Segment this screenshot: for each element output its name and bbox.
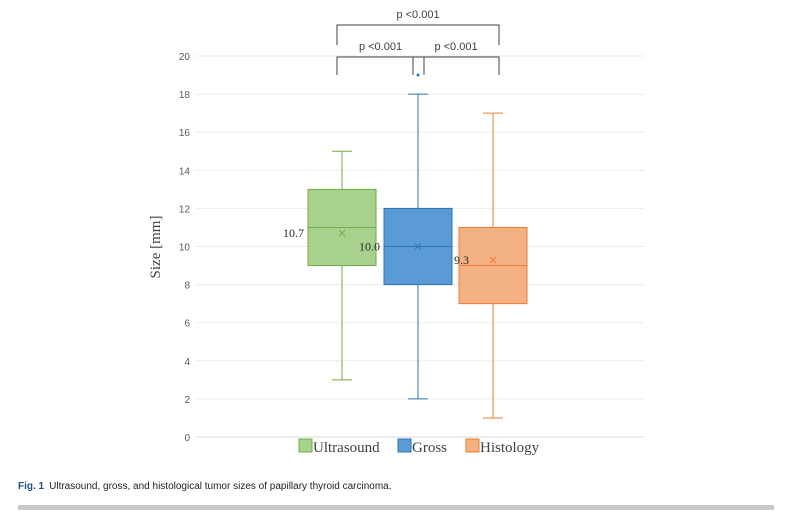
y-tick-label: 12 [179,204,191,215]
y-tick-label: 10 [179,243,191,254]
y-tick-label: 2 [184,395,190,406]
legend-label: Histology [480,440,540,456]
mean-label: 10.0 [359,240,380,254]
caption-text: Ultrasound, gross, and histological tumo… [49,481,392,492]
significance-brackets: p <0.001 p <0.001 p <0.001 [336,9,500,75]
y-tick-label: 0 [184,433,190,444]
y-tick-label: 6 [184,319,190,330]
mean-label: 9.3 [454,253,469,267]
box-gross: 10.0 [359,73,453,400]
y-tick-label: 16 [179,128,191,139]
p-value-label: p <0.001 [434,41,477,53]
p-value-label: p <0.001 [396,9,439,21]
y-tick-label: 20 [179,52,191,63]
mean-label: 10.7 [283,226,304,240]
bracket [412,56,500,75]
p-value-label: p <0.001 [359,41,402,53]
legend-label: Ultrasound [313,440,380,456]
y-tick-label: 14 [179,166,191,177]
y-tick-label: 8 [184,281,190,292]
mean-marker [414,243,422,250]
y-tick-label: 4 [184,357,190,368]
mean-marker [489,256,497,264]
mean-marker [338,229,346,237]
legend: Ultrasound Gross Histology [298,438,540,456]
legend-item-gross: Gross [397,438,447,456]
bracket [336,56,425,75]
legend-swatch [298,438,313,453]
boxes: 10.7 10.0 9.3 [283,73,528,419]
legend-label: Gross [412,440,447,456]
legend-swatch [397,438,412,453]
figure-caption: Fig. 1 Ultrasound, gross, and histologica… [18,481,392,492]
y-axis-label: Size [mm] [148,216,164,279]
outlier-point [416,73,420,77]
bottom-divider [18,505,774,510]
figure-label: Fig. 1 [18,481,45,492]
legend-item-histology: Histology [465,438,540,456]
y-tick-label: 18 [179,90,191,101]
box-ultrasound: 10.7 [283,150,377,381]
y-axis: 0 2 4 6 8 10 12 14 16 18 20 [179,52,191,444]
bracket [336,24,500,45]
box-histology: 9.3 [454,112,528,419]
legend-item-ultrasound: Ultrasound [298,438,380,456]
legend-swatch [465,438,480,453]
